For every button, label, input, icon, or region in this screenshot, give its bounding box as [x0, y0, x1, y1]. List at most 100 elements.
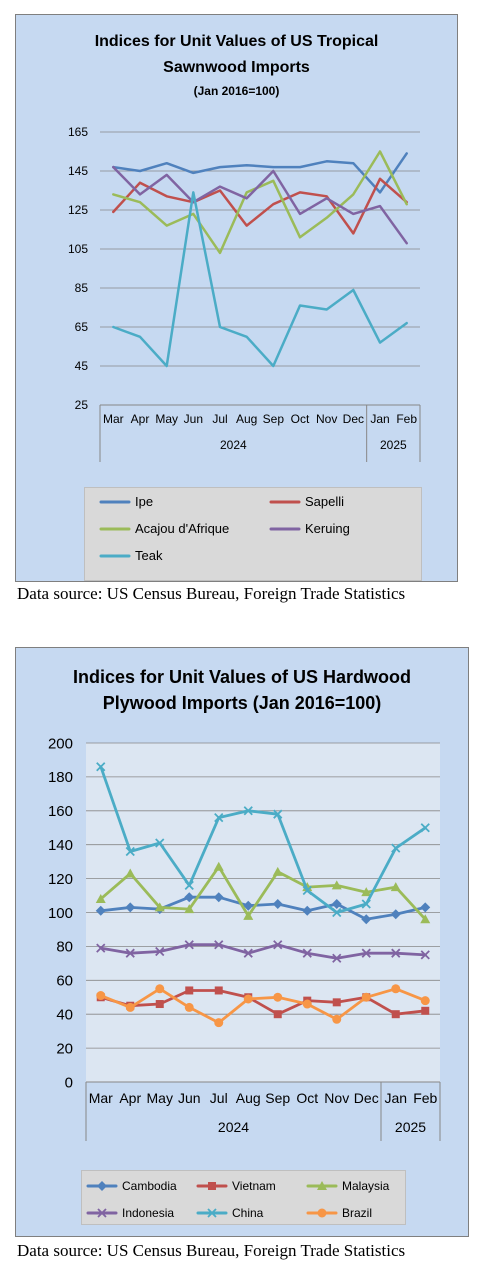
plywood-legend: Cambodia Vietnam Malaysia Indonesia China Bra…: [81, 1170, 406, 1225]
data-point-vietnam: [214, 986, 223, 995]
data-point-brazil: [125, 1002, 135, 1012]
series-indonesia: [96, 940, 430, 963]
data-point-indonesia: [361, 948, 371, 958]
data-point-vietnam: [185, 986, 194, 995]
x-category-label: Feb: [396, 412, 417, 426]
data-point-malaysia: [361, 887, 372, 897]
legend-swatch: [86, 1181, 118, 1191]
legend-swatch: [99, 527, 131, 531]
legend-swatch: [86, 1208, 118, 1218]
series-line-malaysia: [99, 865, 427, 921]
data-point-brazil: [243, 994, 253, 1004]
legend-swatch-marker: [97, 1208, 107, 1218]
legend-label: Brazil: [342, 1206, 373, 1220]
y-tick-label: 20: [56, 1040, 73, 1057]
legend-swatch: [269, 500, 301, 504]
legend-swatch-marker: [208, 1182, 216, 1190]
x-category-label: Dec: [354, 1090, 379, 1106]
legend-label: Ipe: [135, 494, 154, 509]
data-point-cambodia: [125, 902, 136, 913]
legend-label: Teak: [135, 548, 163, 563]
data-point-indonesia: [214, 940, 224, 950]
x-category-label: Aug: [236, 412, 257, 426]
x-category-label: Feb: [413, 1090, 437, 1106]
series-line-keruing: [112, 165, 408, 245]
series-acajou-d-afrique: [112, 150, 408, 255]
y-tick-label: 85: [75, 281, 89, 295]
chart-title-line2: Sawnwood Imports: [163, 59, 310, 76]
data-point-brazil: [420, 996, 430, 1006]
series-keruing: [112, 165, 408, 245]
data-point-malaysia: [420, 914, 431, 924]
data-point-cambodia: [331, 899, 342, 910]
series-china: [96, 762, 430, 918]
series-line-china: [99, 765, 427, 914]
x-category-label: Dec: [343, 412, 364, 426]
data-point-china: [96, 762, 106, 772]
data-point-cambodia: [95, 905, 106, 916]
legend-label: Malaysia: [342, 1179, 390, 1193]
data-point-indonesia: [302, 948, 312, 958]
y-tick-label: 80: [56, 939, 73, 956]
series-sapelli: [112, 177, 408, 235]
series-cambodia: [95, 892, 431, 925]
data-source-note: Data source: US Census Bureau, Foreign T…: [17, 1241, 406, 1260]
x-category-label: Apr: [119, 1090, 141, 1106]
data-point-indonesia: [125, 948, 135, 958]
data-point-brazil: [184, 1002, 194, 1012]
data-point-malaysia: [154, 902, 165, 912]
data-point-china: [420, 823, 430, 833]
x-year-group-label: 2025: [380, 438, 407, 452]
data-point-brazil: [361, 992, 371, 1002]
x-category-label: Nov: [316, 412, 337, 426]
data-point-brazil: [96, 991, 106, 1001]
y-tick-label: 180: [48, 769, 73, 786]
data-point-brazil: [302, 999, 312, 1009]
sawnwood-plot-area: 25 45 65 85 105 125 145 165 Mar Apr May Jun Jul Aug Se…: [68, 125, 421, 462]
legend-swatch-marker: [317, 1181, 327, 1190]
series-line-vietnam: [99, 989, 427, 1016]
data-point-cambodia: [302, 905, 313, 916]
y-tick-label: 65: [75, 320, 89, 334]
plywood-plot-area: 0 20 40 60 80 100 120 140 160 180 200 Mar Apr May Jun J…: [48, 735, 441, 1141]
x-category-label: Oct: [296, 1090, 318, 1106]
series-line-indonesia: [99, 943, 427, 960]
data-point-malaysia: [243, 910, 254, 920]
data-point-cambodia: [361, 914, 372, 925]
data-point-indonesia: [155, 946, 165, 957]
x-category-label: Jul: [212, 412, 227, 426]
series-brazil: [96, 984, 430, 1028]
y-tick-label: 160: [48, 803, 73, 820]
data-point-indonesia: [391, 948, 401, 958]
y-tick-label: 145: [68, 164, 88, 178]
y-tick-label: 120: [48, 871, 73, 888]
x-category-label: Nov: [324, 1090, 349, 1106]
data-point-malaysia: [272, 866, 283, 876]
chart-title-line2: Plywood Imports (Jan 2016=100): [102, 693, 382, 713]
y-tick-label: 100: [48, 905, 73, 922]
data-source-note: Data source: US Census Bureau, Foreign T…: [17, 584, 406, 603]
x-category-label: Jul: [210, 1090, 228, 1106]
x-category-label: Sep: [265, 1090, 290, 1106]
data-point-china: [302, 885, 312, 896]
sawnwood-chart-panel: Indices for Unit Values of US Tropical S…: [15, 14, 458, 582]
data-point-china: [273, 809, 283, 819]
x-category-label: Oct: [291, 412, 310, 426]
legend-label: Cambodia: [122, 1179, 177, 1193]
y-tick-label: 25: [75, 398, 89, 412]
data-point-cambodia: [272, 899, 283, 910]
data-point-cambodia: [420, 902, 431, 913]
legend-label: China: [232, 1206, 264, 1220]
data-point-china: [361, 899, 371, 909]
data-point-china: [125, 846, 135, 857]
data-point-indonesia: [273, 940, 283, 950]
x-category-label: May: [155, 412, 178, 426]
data-point-malaysia: [184, 904, 195, 914]
y-tick-label: 60: [56, 973, 73, 990]
data-point-indonesia: [96, 943, 106, 953]
data-point-china: [184, 880, 194, 891]
data-point-cambodia: [213, 892, 224, 903]
data-point-indonesia: [243, 948, 253, 958]
x-category-label: May: [147, 1090, 173, 1106]
data-point-vietnam: [332, 998, 341, 1007]
